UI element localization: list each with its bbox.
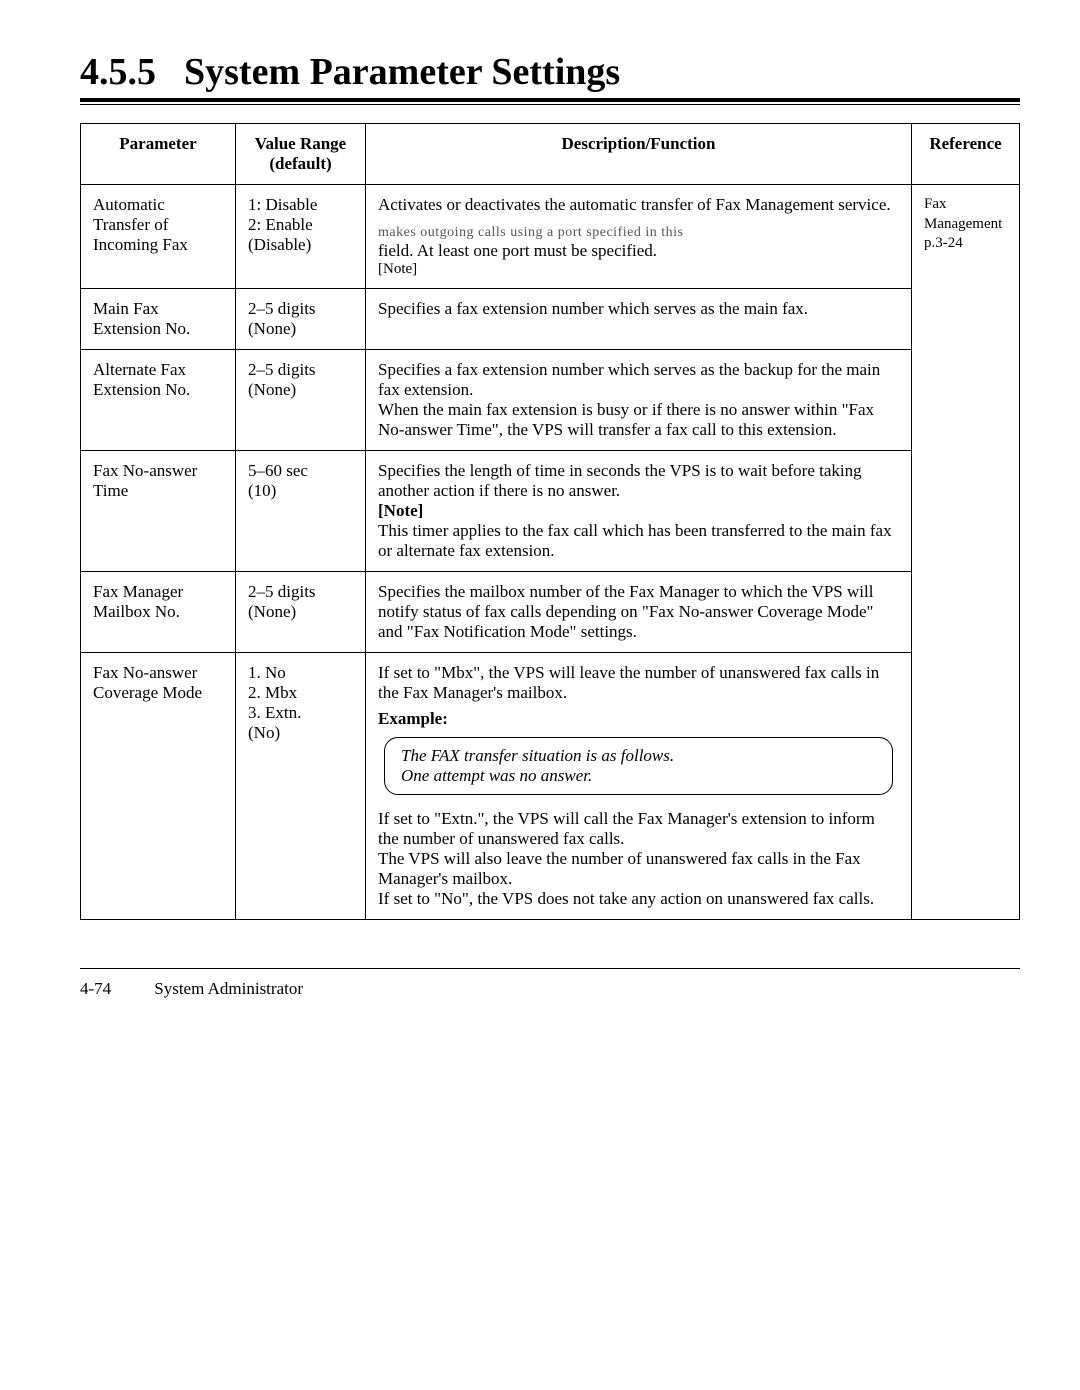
- param-reference: Fax Management p.3-24: [912, 185, 1020, 289]
- param-reference-empty: [912, 350, 1020, 451]
- param-range: 2–5 digits (None): [236, 350, 366, 451]
- desc-text: If set to "Mbx", the VPS will leave the …: [378, 663, 899, 703]
- example-line: One attempt was no answer.: [401, 766, 876, 786]
- title-rule-thin: [80, 104, 1020, 105]
- param-name: Main Fax Extension No.: [81, 289, 236, 350]
- param-description: If set to "Mbx", the VPS will leave the …: [366, 653, 912, 920]
- table-row: Fax No-answer Time 5–60 sec (10) Specifi…: [81, 451, 1020, 572]
- param-description: Specifies the mailbox number of the Fax …: [366, 572, 912, 653]
- col-header-parameter: Parameter: [81, 124, 236, 185]
- col-header-description: Description/Function: [366, 124, 912, 185]
- param-description: Specifies the length of time in seconds …: [366, 451, 912, 572]
- param-reference-empty: [912, 451, 1020, 572]
- col-header-reference: Reference: [912, 124, 1020, 185]
- page-footer: 4-74 System Administrator: [80, 968, 1020, 999]
- example-label: Example:: [378, 709, 899, 729]
- example-line: The FAX transfer situation is as follows…: [401, 746, 876, 766]
- table-row: Alternate Fax Extension No. 2–5 digits (…: [81, 350, 1020, 451]
- param-reference-empty: [912, 572, 1020, 653]
- param-reference-empty: [912, 289, 1020, 350]
- example-box: The FAX transfer situation is as follows…: [384, 737, 893, 795]
- param-name: Automatic Transfer of Incoming Fax: [81, 185, 236, 289]
- page-title: System Parameter Settings: [184, 50, 620, 94]
- desc-text: field. At least one port must be specifi…: [378, 241, 899, 261]
- table-row: Automatic Transfer of Incoming Fax 1: Di…: [81, 185, 1020, 289]
- param-description: Specifies a fax extension number which s…: [366, 350, 912, 451]
- param-description: Specifies a fax extension number which s…: [366, 289, 912, 350]
- note-cut: [Note]: [378, 261, 899, 278]
- parameter-table: Parameter Value Range (default) Descript…: [80, 123, 1020, 920]
- table-row: Main Fax Extension No. 2–5 digits (None)…: [81, 289, 1020, 350]
- param-range: 1: Disable 2: Enable (Disable): [236, 185, 366, 289]
- footer-label: System Administrator: [154, 979, 303, 998]
- desc-text: Specifies the length of time in seconds …: [378, 461, 899, 501]
- param-reference-empty: [912, 653, 1020, 920]
- desc-text: If set to "Extn.", the VPS will call the…: [378, 809, 899, 909]
- section-number: 4.5.5: [80, 50, 156, 94]
- table-row: Fax No-answer Coverage Mode 1. No 2. Mbx…: [81, 653, 1020, 920]
- param-name: Fax No-answer Coverage Mode: [81, 653, 236, 920]
- truncated-line: makes outgoing calls using a port specif…: [378, 225, 899, 241]
- footer-page-number: 4-74: [80, 979, 150, 999]
- param-name: Fax Manager Mailbox No.: [81, 572, 236, 653]
- param-range: 2–5 digits (None): [236, 572, 366, 653]
- note-label: [Note]: [378, 501, 899, 521]
- col-header-range: Value Range (default): [236, 124, 366, 185]
- title-rule-thick: [80, 98, 1020, 102]
- table-row: Fax Manager Mailbox No. 2–5 digits (None…: [81, 572, 1020, 653]
- note-text: This timer applies to the fax call which…: [378, 521, 899, 561]
- param-range: 5–60 sec (10): [236, 451, 366, 572]
- param-description: Activates or deactivates the automatic t…: [366, 185, 912, 289]
- desc-text: Activates or deactivates the automatic t…: [378, 195, 899, 215]
- param-range: 2–5 digits (None): [236, 289, 366, 350]
- param-range: 1. No 2. Mbx 3. Extn. (No): [236, 653, 366, 920]
- param-name: Alternate Fax Extension No.: [81, 350, 236, 451]
- param-name: Fax No-answer Time: [81, 451, 236, 572]
